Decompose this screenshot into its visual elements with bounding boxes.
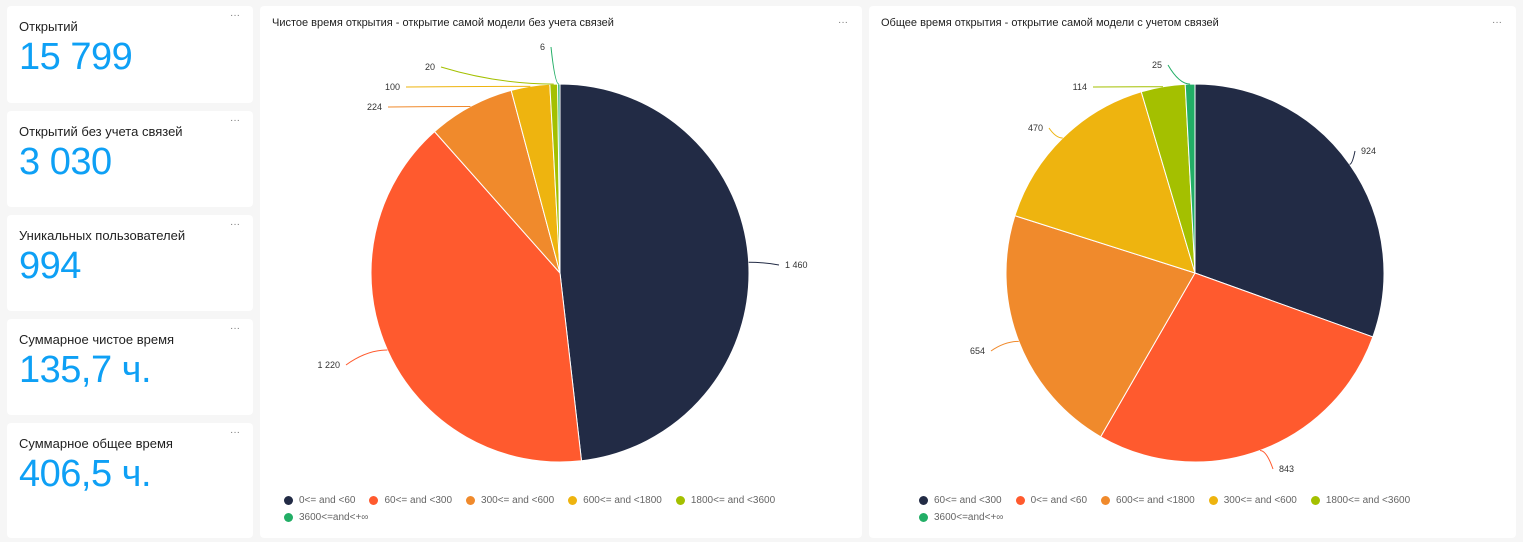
legend-item[interactable]: 0<= and <60 <box>284 493 355 508</box>
ellipsis-icon[interactable]: ··· <box>230 115 240 126</box>
legend-item[interactable]: 300<= and <600 <box>1208 493 1297 508</box>
slice-value-label: 25 <box>1152 60 1162 70</box>
slice-value-label: 470 <box>1028 123 1043 133</box>
pie-slice[interactable] <box>1005 215 1196 438</box>
legend-item[interactable]: 1800<= and <3600 <box>1310 493 1411 508</box>
legend-marker-icon <box>1208 496 1218 505</box>
ellipsis-icon[interactable]: ··· <box>230 219 240 230</box>
label-connector <box>405 85 531 88</box>
label-connector <box>1259 449 1274 470</box>
label-connector <box>345 349 388 366</box>
legend-label: 600<= and <1800 <box>1116 495 1195 506</box>
legend-label: 300<= and <600 <box>1223 495 1297 506</box>
kpi-card-opens: ··· Открытий 15 799 <box>7 6 253 103</box>
legend-marker-icon <box>919 496 928 505</box>
label-connector <box>990 340 1019 352</box>
legend-item[interactable]: 60<= and <300 <box>919 493 1002 508</box>
pie-chart-net-time: Чистое время открытия - открытие самой м… <box>260 6 862 538</box>
pie-slice[interactable] <box>1194 83 1385 338</box>
legend-marker-icon <box>675 496 685 505</box>
legend-item[interactable]: 3600<=and<+∞ <box>284 510 368 525</box>
legend-item[interactable]: 300<= and <600 <box>466 493 554 508</box>
legend-label: 0<= and <60 <box>299 495 356 506</box>
pie-slice[interactable] <box>559 83 750 462</box>
legend-marker-icon <box>919 513 928 522</box>
legend-label: 3600<=and<+∞ <box>299 512 369 523</box>
legend-label: 1800<= and <3600 <box>690 495 776 506</box>
ellipsis-icon[interactable]: ··· <box>230 323 240 334</box>
slice-value-label: 20 <box>425 62 435 72</box>
legend-label: 300<= and <600 <box>481 495 555 506</box>
slice-value-label: 100 <box>385 82 400 92</box>
legend-marker-icon <box>1310 496 1320 505</box>
legend-marker-icon <box>1101 496 1111 505</box>
kpi-title: Уникальных пользователей <box>19 228 186 243</box>
slice-value-label: 6 <box>540 42 545 52</box>
legend-item[interactable]: 3600<=and<+∞ <box>919 510 1003 525</box>
legend-item[interactable]: 1800<= and <3600 <box>675 493 776 508</box>
legend-label: 60<= and <300 <box>934 495 1002 506</box>
label-connector <box>1167 64 1191 85</box>
ellipsis-icon[interactable]: ··· <box>230 10 240 21</box>
label-connector <box>748 261 780 266</box>
label-connector <box>1048 127 1063 139</box>
chart-legend: 60<= and <300 0<= and <60 600<= and <1800 3… <box>919 493 1424 527</box>
legend-item[interactable]: 600<= and <1800 <box>1101 493 1195 508</box>
pie-slice[interactable] <box>1099 272 1374 463</box>
kpi-card-opens-without-links: ··· Открытий без учета связей 3 030 <box>7 111 253 207</box>
legend-marker-icon <box>284 496 293 505</box>
kpi-title: Суммарное чистое время <box>19 332 175 347</box>
label-connector <box>1349 150 1356 165</box>
slice-value-label: 843 <box>1279 464 1294 474</box>
pie-slice[interactable] <box>1014 91 1196 274</box>
kpi-title: Открытий <box>19 19 78 34</box>
legend-label: 0<= and <60 <box>1030 495 1088 506</box>
slice-value-label: 924 <box>1361 146 1376 156</box>
legend-item[interactable]: 60<= and <300 <box>369 493 452 508</box>
pie-slice[interactable] <box>557 83 561 274</box>
pie-svg: 924 843 654 470 114 25 <box>970 60 1385 474</box>
chart-title: Общее время открытия - открытие самой мо… <box>881 17 1219 29</box>
kpi-value: 135,7 ч. <box>19 349 152 391</box>
ellipsis-icon[interactable]: ··· <box>838 17 848 28</box>
kpi-title: Суммарное общее время <box>19 436 173 451</box>
legend-marker-icon <box>466 496 476 505</box>
slice-value-label: 654 <box>970 346 985 356</box>
slice-value-label: 114 <box>1073 82 1087 92</box>
chart-legend: 0<= and <60 60<= and <300 300<= and <600 60… <box>284 493 789 527</box>
chart-title: Чистое время открытия - открытие самой м… <box>272 17 614 29</box>
legend-marker-icon <box>284 513 293 522</box>
ellipsis-icon[interactable]: ··· <box>1492 17 1502 28</box>
legend-marker-icon <box>568 496 578 505</box>
kpi-value: 994 <box>19 245 81 287</box>
legend-item[interactable]: 0<= and <60 <box>1015 493 1088 508</box>
kpi-value: 15 799 <box>19 36 133 78</box>
label-connector <box>440 66 554 85</box>
kpi-card-net-time: ··· Суммарное чистое время 135,7 ч. <box>7 319 253 415</box>
legend-marker-icon <box>1015 496 1025 505</box>
legend-label: 3600<=and<+∞ <box>934 512 1004 523</box>
legend-label: 600<= and <1800 <box>583 495 662 506</box>
slice-value-label: 1 460 <box>785 260 808 270</box>
slice-value-label: 224 <box>367 102 382 112</box>
legend-label: 1800<= and <3600 <box>1325 495 1411 506</box>
kpi-value: 3 030 <box>19 141 112 183</box>
label-connector <box>550 46 560 85</box>
legend-marker-icon <box>369 496 379 505</box>
legend-label: 60<= and <300 <box>384 495 453 506</box>
pie-chart-total-time: Общее время открытия - открытие самой мо… <box>869 6 1516 538</box>
kpi-card-unique-users: ··· Уникальных пользователей 994 <box>7 215 253 311</box>
ellipsis-icon[interactable]: ··· <box>230 427 240 438</box>
kpi-value: 406,5 ч. <box>19 453 152 495</box>
kpi-card-total-time: ··· Суммарное общее время 406,5 ч. <box>7 423 253 538</box>
slice-value-label: 1 220 <box>317 360 340 370</box>
legend-item[interactable]: 600<= and <1800 <box>568 493 662 508</box>
kpi-title: Открытий без учета связей <box>19 124 183 139</box>
